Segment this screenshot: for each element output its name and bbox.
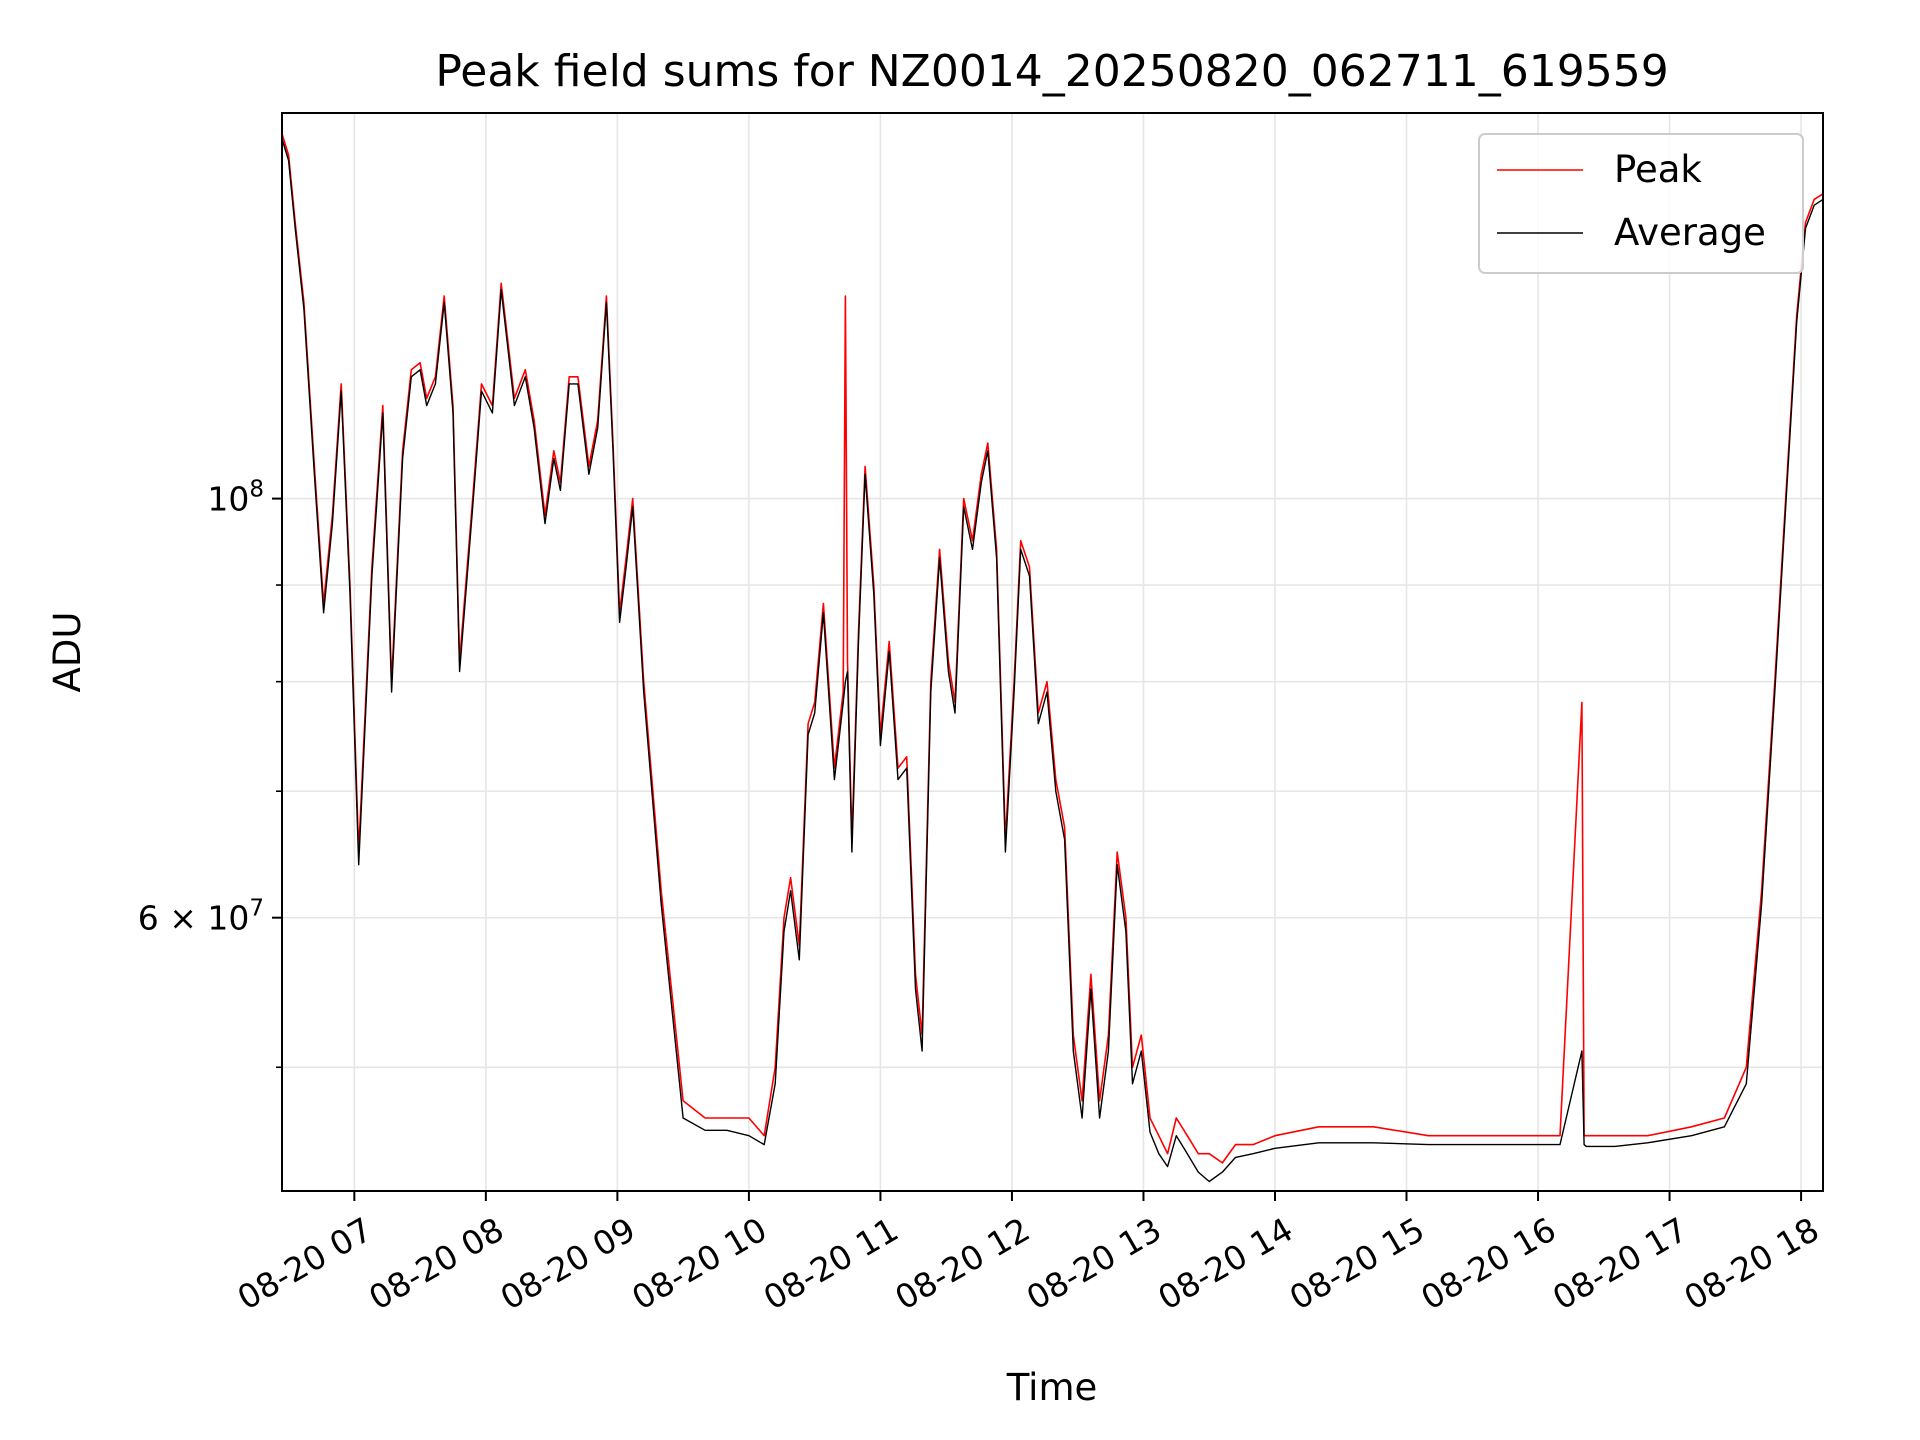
series-line-average bbox=[282, 138, 1823, 1183]
y-tick-label: 6 × 107 bbox=[138, 896, 264, 938]
legend-label-average: Average bbox=[1614, 211, 1766, 254]
legend: Peak Average bbox=[1478, 133, 1804, 274]
y-axis-title: ADU bbox=[46, 612, 89, 693]
legend-box bbox=[1478, 133, 1804, 274]
plot-area bbox=[282, 133, 1823, 1183]
y-axis: 108 6 × 107 bbox=[138, 477, 282, 1069]
x-axis-title: Time bbox=[1006, 1366, 1098, 1409]
chart-title: Peak field sums for NZ0014_20250820_0627… bbox=[435, 46, 1668, 97]
plot-frame bbox=[281, 112, 1824, 1192]
legend-label-peak: Peak bbox=[1614, 148, 1702, 191]
series-lines bbox=[282, 133, 1823, 1183]
y-tick-label: 108 bbox=[207, 477, 264, 519]
grid bbox=[282, 113, 1823, 1191]
